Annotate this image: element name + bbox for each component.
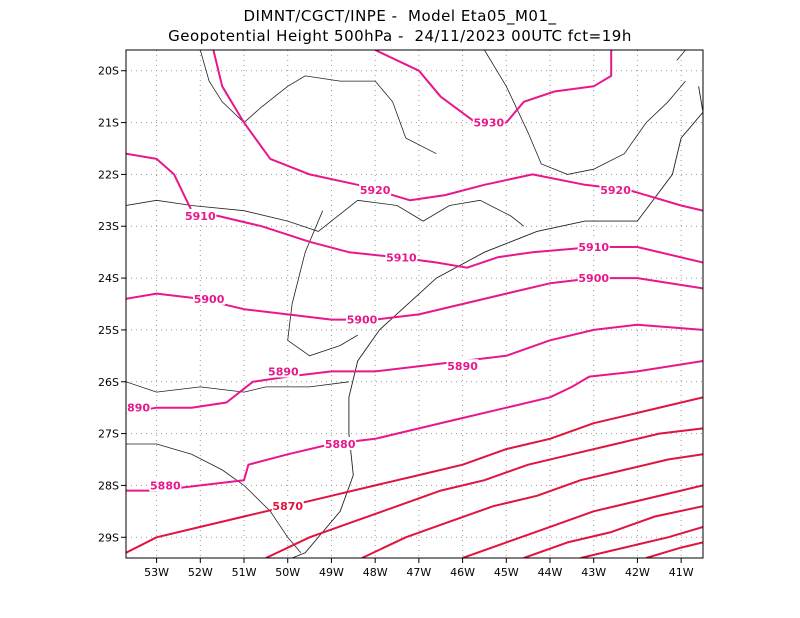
contour-label: 5920 <box>360 184 391 197</box>
contour-label: 5900 <box>194 293 225 306</box>
contour-label-bg <box>126 400 151 414</box>
lon-tick-label: 45W <box>494 566 519 579</box>
axis-ticks: 53W 52W 51W 50W 49W 48W 47W 46W 45W 44W 43W 42W 41W 2… <box>98 65 694 579</box>
contour-label-bg <box>324 436 357 450</box>
coastline <box>291 86 703 558</box>
contour-label: 5910 <box>386 251 417 264</box>
contour-label: 5900 <box>347 314 378 327</box>
contour-label-bg <box>385 250 418 264</box>
lon-tick-label: 48W <box>363 566 388 579</box>
state-border <box>126 199 525 232</box>
lon-tick-label: 49W <box>319 566 344 579</box>
map-title-line-2: Geopotential Height 500hPa - 24/11/2023 … <box>168 27 632 45</box>
state-border <box>126 443 302 554</box>
lat-tick-label: 29S <box>98 531 119 544</box>
contour-label-bg <box>346 312 379 326</box>
contour-5860 <box>265 427 703 558</box>
contour-5910 <box>126 152 703 269</box>
contour-5810 <box>645 541 703 558</box>
contour-label: 5880 <box>325 438 356 451</box>
contour-5930 <box>374 50 613 124</box>
contour-label-bg <box>359 182 392 196</box>
contour-label: 5870 <box>272 500 303 513</box>
lon-tick-label: 41W <box>669 566 694 579</box>
lon-tick-label: 44W <box>538 566 563 579</box>
lat-tick-label: 20S <box>98 65 119 78</box>
contour-label: 5890 <box>119 402 150 415</box>
lon-tick-label: 51W <box>232 566 257 579</box>
lon-tick-label: 53W <box>144 566 169 579</box>
contour-5830 <box>523 505 703 558</box>
contour-label-bg <box>193 291 226 305</box>
lon-tick-label: 47W <box>406 566 431 579</box>
contour-label: 5920 <box>600 184 631 197</box>
lat-tick-label: 27S <box>98 428 119 441</box>
contour-label: 5910 <box>185 210 216 223</box>
state-border <box>676 50 686 61</box>
contour-label-bg <box>577 271 610 285</box>
map-title-line-1: DIMNT/CGCT/INPE - Model Eta05_M01_ <box>243 7 557 25</box>
contour-label: 5900 <box>578 272 609 285</box>
grid-lines <box>126 50 703 558</box>
contour-label: 5930 <box>473 117 504 130</box>
lon-tick-label: 50W <box>275 566 300 579</box>
contour-5850 <box>361 453 703 558</box>
lat-tick-label: 24S <box>98 272 119 285</box>
contour-label-bg <box>184 208 217 222</box>
state-border <box>287 210 358 357</box>
contour-5820 <box>580 525 703 558</box>
contour-label: 5880 <box>150 479 181 492</box>
contour-label-bg <box>472 115 505 129</box>
lon-tick-label: 46W <box>450 566 475 579</box>
contour-label-bg <box>599 182 632 196</box>
state-border <box>126 381 349 393</box>
contour-5870 <box>126 396 703 554</box>
lon-tick-label: 43W <box>581 566 606 579</box>
lon-tick-label: 52W <box>188 566 213 579</box>
lat-tick-label: 26S <box>98 376 119 389</box>
lon-tick-label: 42W <box>625 566 650 579</box>
contour-5880 <box>126 360 703 492</box>
contour-5890 <box>126 323 703 414</box>
plot-frame <box>125 49 704 559</box>
lat-tick-label: 21S <box>98 117 119 130</box>
contour-label-bg <box>271 499 304 513</box>
state-border <box>199 50 437 155</box>
contour-label-bg <box>149 478 182 492</box>
contour-label-bg <box>446 359 479 373</box>
lat-tick-label: 23S <box>98 220 119 233</box>
contour-label-bg <box>267 364 300 378</box>
contour-label-bg <box>577 239 610 253</box>
lat-tick-label: 28S <box>98 479 119 492</box>
contour-lines: 5920 5920 5930 5910 5910 5910 5900 5900 5900 5890… <box>119 50 703 558</box>
lat-tick-label: 25S <box>98 324 119 337</box>
contour-label: 5910 <box>578 241 609 254</box>
contour-5840 <box>462 484 703 558</box>
lat-tick-label: 22S <box>98 168 119 181</box>
contour-label: 5890 <box>268 365 299 378</box>
contour-label: 5890 <box>447 360 478 373</box>
